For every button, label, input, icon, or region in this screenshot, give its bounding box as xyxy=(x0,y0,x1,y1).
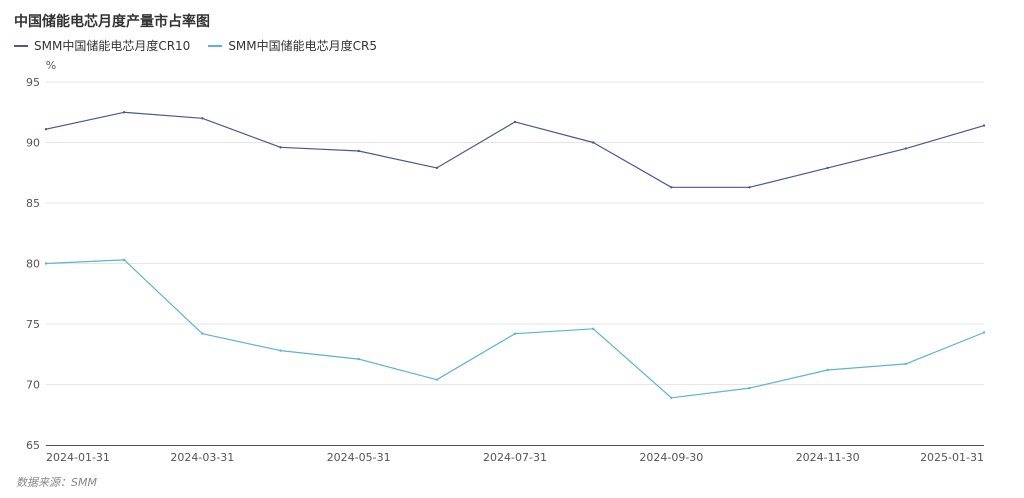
data-point-s0-9 xyxy=(748,186,751,189)
x-tick-label-2: 2024-05-31 xyxy=(327,451,391,464)
data-point-s0-8 xyxy=(670,186,673,189)
x-tick-label-4: 2024-09-30 xyxy=(639,451,703,464)
data-point-s1-6 xyxy=(513,332,517,335)
data-point-s1-9 xyxy=(748,386,751,390)
y-tick-label-75: 75 xyxy=(26,318,40,331)
x-tick-label-1: 2024-03-31 xyxy=(170,451,234,464)
y-axis-unit-label: % xyxy=(46,59,56,72)
data-point-s1-7 xyxy=(591,327,595,331)
x-tick-label-0: 2024-01-31 xyxy=(46,451,110,464)
y-tick-label-70: 70 xyxy=(26,379,40,392)
line-chart: 65 70 75 80 85 90 95% 2024-01-31 2024-03-31 2024-… xyxy=(26,59,986,464)
data-point-s0-10 xyxy=(826,166,829,170)
data-point-s1-1 xyxy=(122,258,126,262)
data-point-s1-2 xyxy=(201,332,204,335)
data-point-s0-2 xyxy=(201,117,204,120)
legend-swatch-cr10 xyxy=(14,44,28,47)
y-tick-label-85: 85 xyxy=(26,197,40,210)
data-point-s0-4 xyxy=(357,149,360,153)
data-point-s1-12 xyxy=(982,331,986,334)
legend-item-cr10[interactable]: SMM中国储能电芯月度CR10 xyxy=(14,37,190,54)
data-point-s1-4 xyxy=(357,357,360,361)
data-point-s1-11 xyxy=(904,362,908,366)
data-point-s1-10 xyxy=(826,368,829,372)
data-point-s1-3 xyxy=(279,349,282,352)
data-point-s0-7 xyxy=(591,141,595,144)
legend-label-cr10: SMM中国储能电芯月度CR10 xyxy=(34,39,191,53)
legend-swatch-cr5 xyxy=(208,44,223,47)
data-point-s0-0 xyxy=(44,127,48,131)
data-point-s0-5 xyxy=(435,166,439,170)
data-point-s0-1 xyxy=(122,111,126,114)
data-point-s0-6 xyxy=(513,120,517,124)
chart-legend: SMM中国储能电芯月度CR10 SMM中国储能电芯月度CR5 xyxy=(14,37,395,54)
y-tick-label-65: 65 xyxy=(26,439,40,452)
y-tick-label-90: 90 xyxy=(26,137,40,150)
data-point-s0-12 xyxy=(982,124,986,127)
x-tick-label-3: 2024-07-31 xyxy=(483,451,547,464)
data-point-s1-0 xyxy=(44,262,48,265)
data-point-s0-3 xyxy=(279,146,282,149)
series-line-0 xyxy=(45,111,985,188)
legend-item-cr5[interactable]: SMM中国储能电芯月度CR5 xyxy=(208,37,377,54)
y-tick-label-95: 95 xyxy=(26,76,40,89)
data-point-s1-5 xyxy=(435,378,439,381)
y-tick-label-80: 80 xyxy=(26,258,40,271)
series-line-1 xyxy=(45,259,985,399)
chart-title: 中国储能电芯月度产量市占率图 xyxy=(14,14,210,30)
data-point-s1-8 xyxy=(670,396,673,400)
source-note: 数据来源：SMM xyxy=(16,476,97,489)
x-tick-label-5: 2024-11-30 xyxy=(796,451,860,464)
data-point-s0-11 xyxy=(904,147,908,150)
x-tick-label-6: 2025-01-31 xyxy=(920,451,984,464)
legend-label-cr5: SMM中国储能电芯月度CR5 xyxy=(228,39,377,53)
